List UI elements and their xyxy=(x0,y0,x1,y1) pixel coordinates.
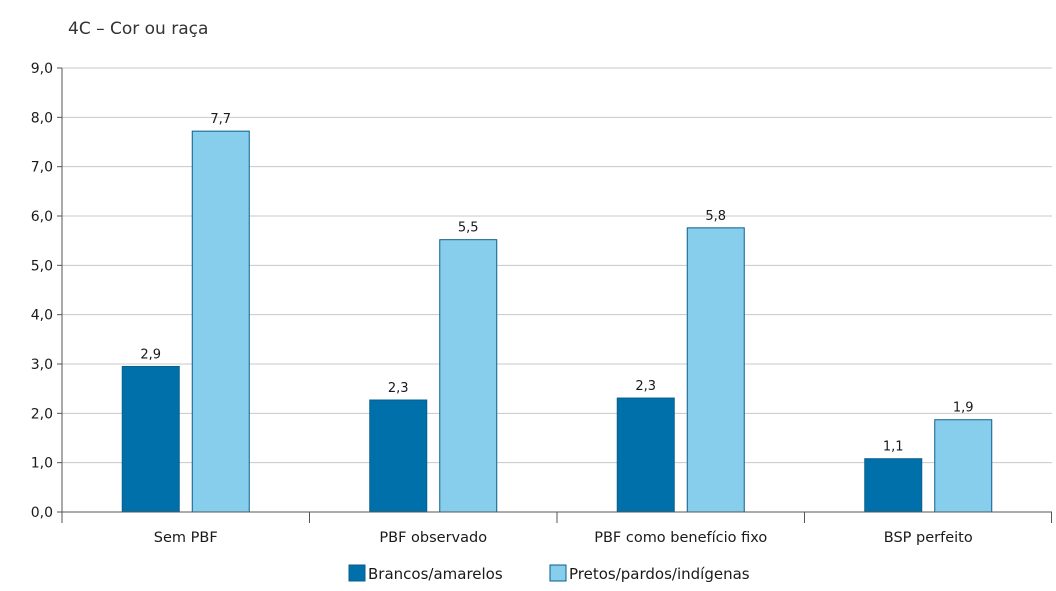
bar xyxy=(865,459,922,512)
data-label: 5,5 xyxy=(458,221,479,236)
y-tick-label: 4,0 xyxy=(31,308,53,324)
legend-swatch xyxy=(349,565,365,581)
legend-label: Pretos/pardos/indígenas xyxy=(569,565,750,583)
data-label: 1,9 xyxy=(953,401,974,416)
bar xyxy=(192,131,249,512)
legend-label: Brancos/amarelos xyxy=(368,565,503,583)
y-tick-label: 2,0 xyxy=(31,406,53,422)
legend-swatch xyxy=(550,565,566,581)
y-tick-label: 7,0 xyxy=(31,160,53,176)
chart-title: 4C – Cor ou raça xyxy=(68,19,208,39)
y-tick-label: 1,0 xyxy=(31,456,53,472)
x-category-label: Sem PBF xyxy=(154,530,218,546)
x-category-label: PBF como benefício fixo xyxy=(594,530,767,546)
bars: 2,9 7,7 2,3 5,5 2,3 5,8 1,1 1,9 xyxy=(122,112,992,512)
y-tick-label: 0,0 xyxy=(31,505,53,521)
bar xyxy=(935,420,992,512)
legend: Brancos/amarelos Pretos/pardos/indígenas xyxy=(349,565,750,583)
bar xyxy=(617,398,674,512)
data-label: 2,9 xyxy=(140,347,161,362)
bar xyxy=(687,228,744,512)
y-tick-label: 5,0 xyxy=(31,258,53,274)
bar xyxy=(370,400,427,512)
y-tick-label: 9,0 xyxy=(31,61,53,77)
data-label: 2,3 xyxy=(635,379,656,394)
bar xyxy=(122,366,179,512)
y-axis: 0,0 1,0 2,0 3,0 4,0 5,0 6,0 7,0 8,0 9,0 xyxy=(31,61,62,521)
data-label: 7,7 xyxy=(210,112,231,127)
y-tick-label: 3,0 xyxy=(31,357,53,373)
data-label: 5,8 xyxy=(705,209,726,224)
y-tick-label: 6,0 xyxy=(31,209,53,225)
x-category-label: BSP perfeito xyxy=(884,530,973,546)
data-label: 1,1 xyxy=(883,440,904,455)
x-category-label: PBF observado xyxy=(379,530,487,546)
bar xyxy=(440,240,497,512)
y-tick-label: 8,0 xyxy=(31,110,53,126)
data-label: 2,3 xyxy=(388,381,409,396)
x-axis: Sem PBF PBF observado PBF como benefício f… xyxy=(62,512,1052,546)
